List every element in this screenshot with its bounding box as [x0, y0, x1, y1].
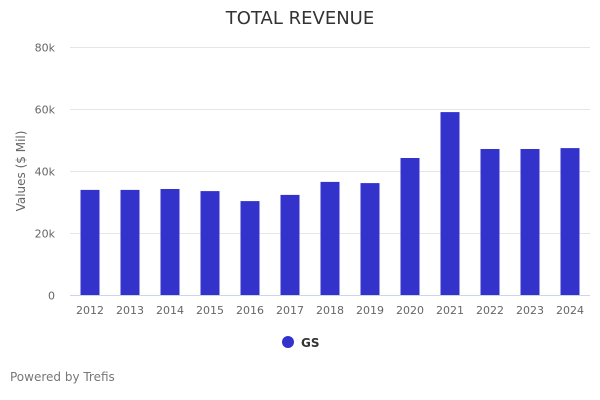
legend-label[interactable]: GS	[301, 336, 320, 350]
x-tick-label: 2014	[156, 304, 184, 317]
bar-2019[interactable]	[360, 183, 380, 295]
bar-2017[interactable]	[280, 194, 300, 295]
x-tick-label: 2017	[276, 304, 304, 317]
x-tick-label: 2018	[316, 304, 344, 317]
y-tick-label: 20k	[35, 228, 56, 241]
bar-2021[interactable]	[440, 112, 460, 295]
bar-2022[interactable]	[480, 149, 500, 295]
credit-text[interactable]: Powered by Trefis	[10, 370, 115, 384]
y-axis-ticks: 0 20k 40k 60k 80k	[35, 42, 56, 303]
chart-title: TOTAL REVENUE	[225, 8, 374, 29]
x-tick-label: 2019	[356, 304, 384, 317]
x-tick-label: 2022	[476, 304, 504, 317]
legend[interactable]: GS	[282, 336, 320, 350]
bars	[80, 112, 580, 295]
legend-marker-icon	[282, 336, 294, 348]
bar-2020[interactable]	[400, 158, 420, 295]
y-tick-label: 0	[48, 290, 55, 303]
x-tick-label: 2020	[396, 304, 424, 317]
bar-2013[interactable]	[120, 189, 140, 295]
y-tick-label: 60k	[35, 104, 56, 117]
bar-2023[interactable]	[520, 149, 540, 295]
bar-2016[interactable]	[240, 201, 260, 295]
x-tick-label: 2015	[196, 304, 224, 317]
bar-2012[interactable]	[80, 189, 100, 295]
y-tick-label: 40k	[35, 166, 56, 179]
bar-2018[interactable]	[320, 181, 340, 295]
bar-2014[interactable]	[160, 189, 180, 295]
x-tick-label: 2016	[236, 304, 264, 317]
bar-2015[interactable]	[200, 191, 220, 295]
x-tick-label: 2021	[436, 304, 464, 317]
y-axis-title: Values ($ Mil)	[14, 131, 28, 212]
x-tick-label: 2023	[516, 304, 544, 317]
x-axis-ticks: 2012 2013 2014 2015 2016 2017 2018 2019 2020 2021…	[76, 304, 584, 317]
x-tick-label: 2024	[556, 304, 584, 317]
y-tick-label: 80k	[35, 42, 56, 55]
x-tick-label: 2013	[116, 304, 144, 317]
bar-2024[interactable]	[560, 148, 580, 295]
x-tick-label: 2012	[76, 304, 104, 317]
